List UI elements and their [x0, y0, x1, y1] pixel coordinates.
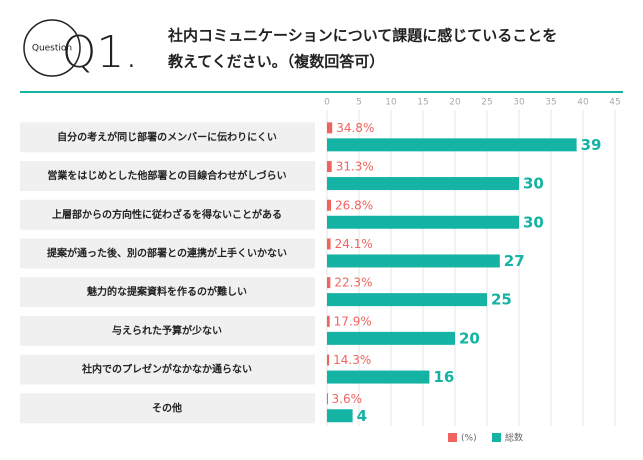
- y-tick-label: 提案が通った後、別の部署との連携が上手くいかない: [47, 246, 287, 259]
- bar: [327, 238, 331, 250]
- x-tick-label: 30: [513, 98, 525, 108]
- bar: [327, 354, 330, 366]
- value-label: 30: [523, 175, 544, 193]
- bar: [327, 199, 332, 211]
- value-label: 3.6%: [332, 392, 363, 406]
- category-box: [20, 393, 315, 424]
- x-tick-label: 5: [356, 98, 362, 108]
- y-tick-label: 営業をはじめとした他部署との目線合わせがしづらい: [47, 169, 286, 182]
- bar: [327, 331, 455, 345]
- bar: [327, 138, 577, 152]
- bar: [327, 315, 330, 327]
- y-tick-label: 社内でのプレゼンがなかなか通らない: [81, 363, 252, 376]
- value-label: 4: [357, 407, 367, 425]
- x-tick-label: 25: [481, 98, 492, 108]
- bar: [327, 215, 519, 229]
- y-tick-label: その他: [152, 401, 182, 414]
- value-label: 17.9%: [334, 314, 372, 328]
- bar: [327, 122, 333, 134]
- value-label: 24.1%: [335, 237, 373, 251]
- y-tick-label: 与えられた予算が少ない: [112, 324, 222, 337]
- legend-swatch: [492, 433, 501, 442]
- y-tick-label: 自分の考えが同じ部署のメンバーに伝わりにくい: [57, 130, 277, 143]
- badge-circle: [23, 19, 81, 77]
- category-box: [20, 354, 315, 385]
- legend-label: 総数: [505, 432, 523, 444]
- value-label: 34.8%: [336, 121, 374, 135]
- bar: [327, 177, 519, 191]
- x-tick-label: 20: [449, 98, 461, 108]
- category-box: [20, 161, 315, 192]
- value-label: 27: [504, 252, 525, 270]
- bar: [327, 277, 331, 289]
- bar: [327, 370, 430, 384]
- bar: [327, 409, 353, 423]
- category-box: [20, 199, 315, 230]
- bar: [327, 161, 332, 173]
- y-tick-label: 魅力的な提案資料を作るのが難しい: [87, 285, 247, 298]
- value-label: 39: [581, 136, 602, 154]
- x-tick-label: 0: [324, 98, 330, 108]
- x-tick-label: 40: [577, 98, 589, 108]
- value-label: 22.3%: [334, 276, 372, 290]
- value-label: 30: [523, 213, 544, 231]
- category-box: [20, 122, 315, 153]
- value-label: 20: [459, 329, 480, 347]
- value-label: 14.3%: [333, 353, 371, 367]
- value-label: 26.8%: [335, 198, 373, 212]
- bar: [327, 393, 328, 405]
- x-tick-label: 10: [385, 98, 397, 108]
- chart-title: 教えてください。（複数回答可）: [167, 53, 384, 71]
- bar: [327, 254, 500, 268]
- y-tick-label: 上層部からの方向性に従わざるを得ないことがある: [52, 208, 282, 221]
- value-label: 31.3%: [336, 160, 374, 174]
- bar: [327, 293, 487, 307]
- x-tick-label: 45: [609, 98, 620, 108]
- value-label: 16: [433, 368, 454, 386]
- badge: Q1.: [62, 27, 139, 78]
- value-label: 25: [491, 291, 512, 309]
- legend-label: (%): [461, 434, 477, 444]
- legend-swatch: [448, 433, 457, 442]
- badge-small: Question: [32, 44, 72, 54]
- category-box: [20, 277, 315, 308]
- category-box: [20, 315, 315, 346]
- x-tick-label: 15: [417, 98, 428, 108]
- category-box: [20, 238, 315, 269]
- x-tick-label: 35: [545, 98, 556, 108]
- chart-title: 社内コミュニケーションについて課題に感じていることを: [167, 27, 557, 45]
